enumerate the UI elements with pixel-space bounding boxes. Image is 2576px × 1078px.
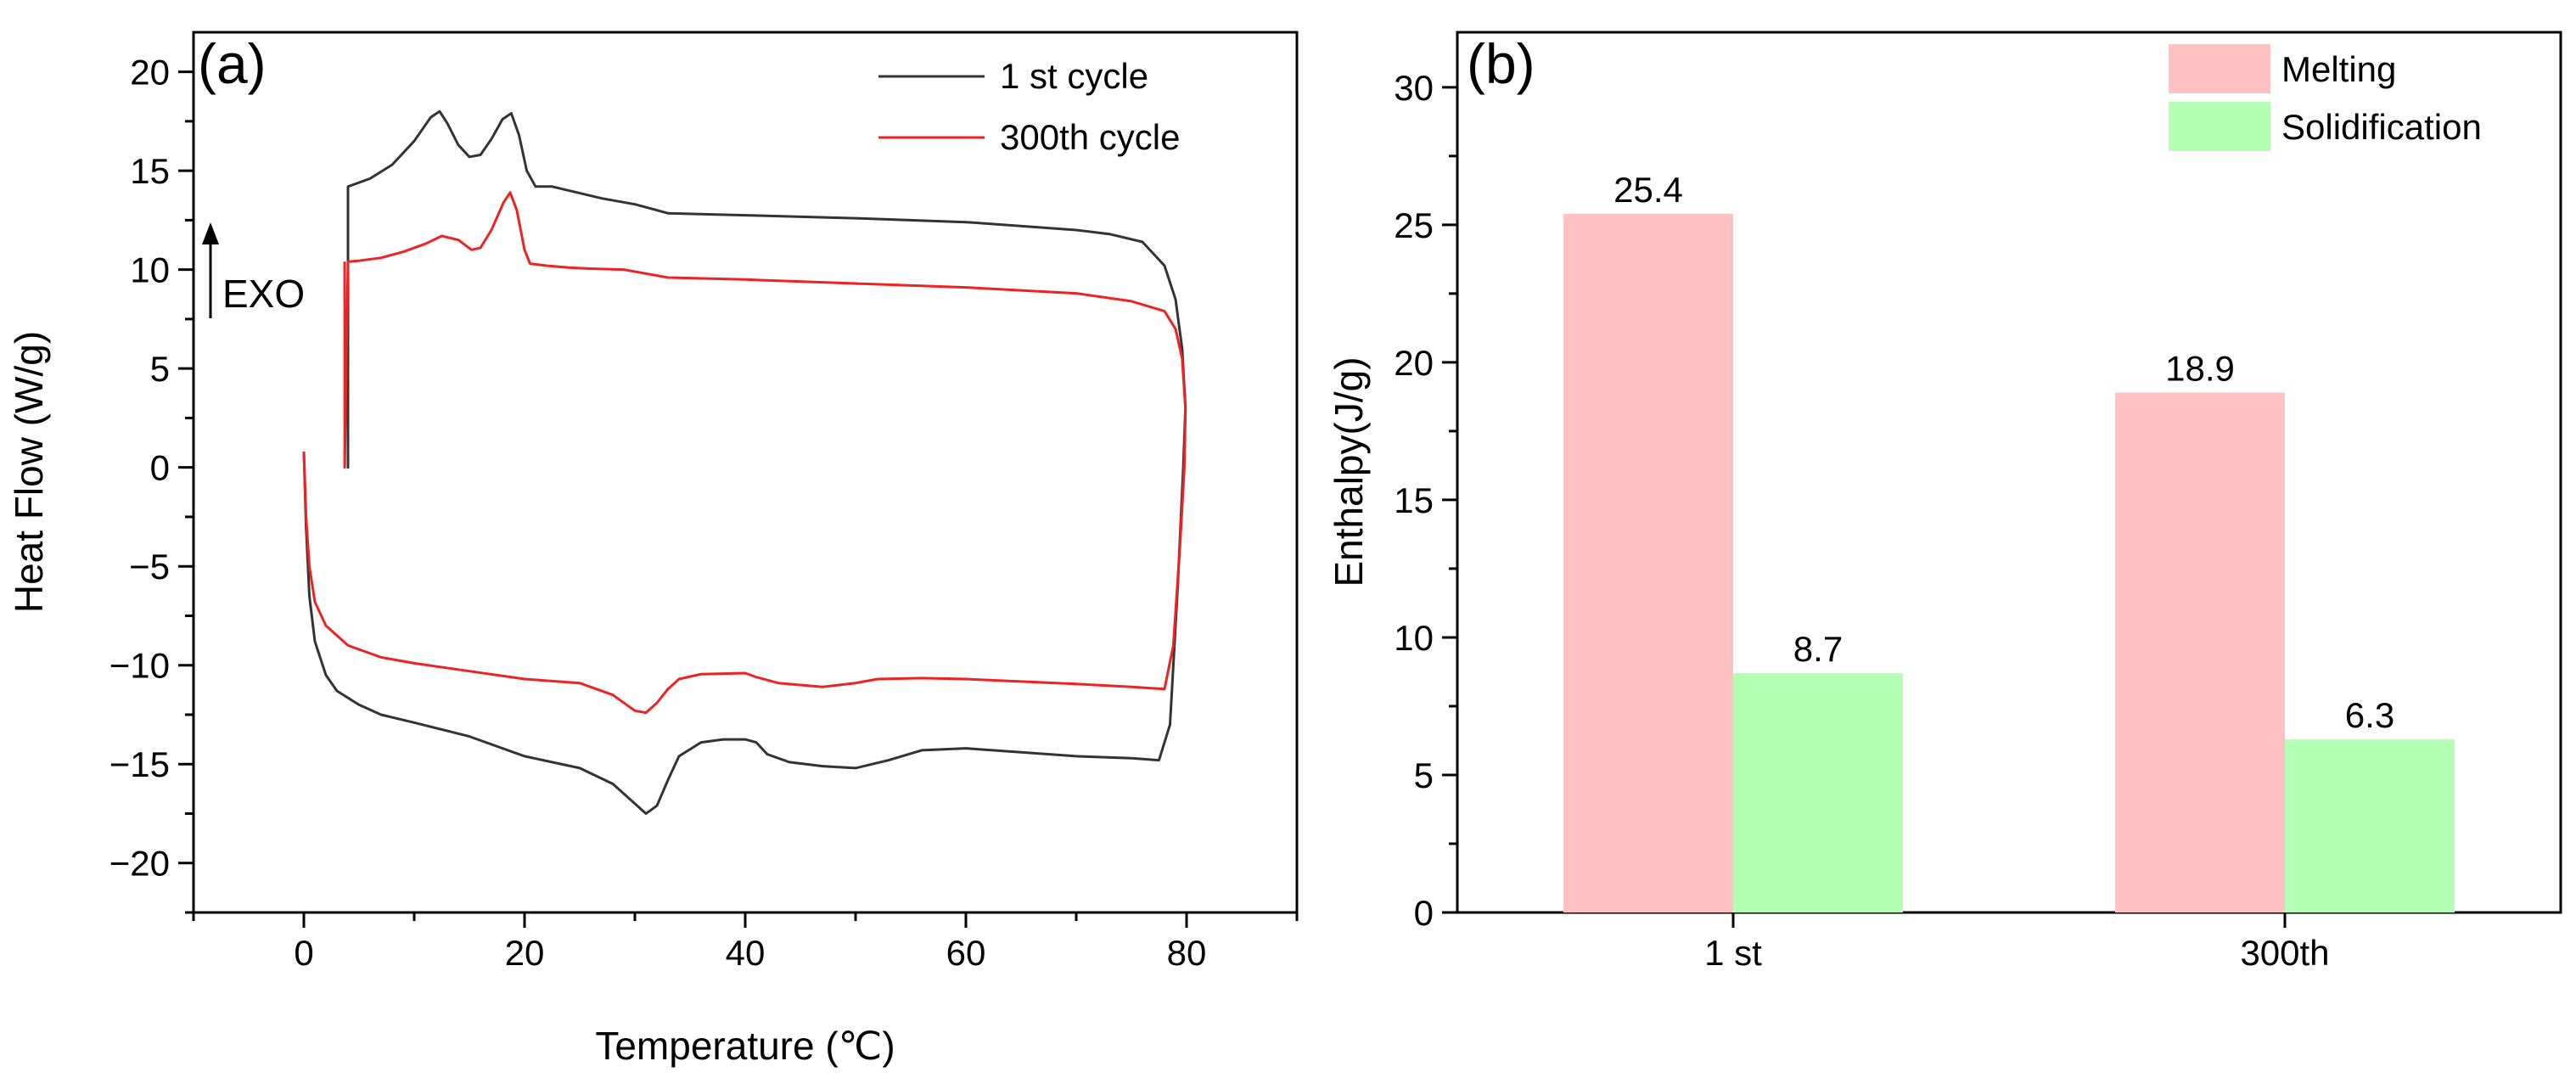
legend-swatch-solidification	[2169, 102, 2270, 151]
y-tick-label-b: 30	[1394, 68, 1434, 108]
x-tick-label-a: 60	[946, 933, 986, 973]
bar-melting-300th	[2115, 392, 2285, 913]
legend-label-solidification: Solidification	[2281, 107, 2482, 147]
y-tick-label-b: 5	[1414, 755, 1434, 795]
legend-b: Melting Solidification	[2169, 44, 2482, 151]
y-axis-title-a: Heat Flow (W/g)	[7, 331, 51, 613]
exo-arrowhead	[202, 222, 219, 244]
plot-frame-b	[1456, 31, 2562, 914]
data-label-solidification: 6.3	[2345, 695, 2394, 735]
y-tick-label-a: −5	[129, 547, 170, 587]
bar-melting-1st	[1563, 213, 1733, 913]
bar-solidification-1st	[1733, 673, 1903, 912]
x-tick-label-b: 300th	[2240, 933, 2329, 973]
y-tick-label-a: −15	[109, 744, 170, 784]
axis-ticks-a: 0 20 40 60 80 20 15 10 5 0 −5 −10 −15 −20	[109, 53, 1299, 973]
y-tick-label-a: 10	[130, 250, 170, 290]
y-tick-label-b: 15	[1394, 480, 1434, 520]
exo-annotation: EXO	[202, 222, 305, 318]
y-tick-label-b: 25	[1394, 205, 1434, 245]
data-label-melting: 18.9	[2165, 349, 2235, 389]
y-tick-label-a: 0	[150, 448, 170, 488]
data-label-melting: 25.4	[1614, 170, 1683, 210]
y-tick-label-a: −10	[109, 646, 170, 686]
legend-label-300th-cycle: 300th cycle	[1000, 117, 1180, 157]
legend-label-1st-cycle: 1 st cycle	[1000, 56, 1148, 96]
plot-frame-a	[192, 31, 1299, 914]
data-label-solidification: 8.7	[1793, 629, 1843, 669]
heat-flow-chart: 0 20 40 60 80 20 15 10 5 0 −5 −10 −15 −20 (a) EXO 1 s…	[7, 31, 1299, 1068]
curves-a	[302, 109, 1187, 815]
y-tick-label-a: 15	[130, 151, 170, 191]
axis-ticks-b: 0 5 10 15 20 25 30 1 st 300th	[1394, 68, 2329, 973]
legend-label-melting: Melting	[2281, 49, 2396, 89]
curve-1st-cycle	[302, 109, 1187, 815]
bars-b: 25.4 8.7 18.9 6.3	[1563, 170, 2455, 913]
exo-label: EXO	[222, 272, 305, 316]
y-axis-title-b: Enthalpy(J/g)	[1327, 357, 1371, 587]
legend-swatch-melting	[2169, 44, 2270, 93]
curve-300th-cycle	[302, 191, 1187, 715]
x-tick-label-a: 0	[294, 933, 313, 973]
y-tick-label-a: 20	[130, 53, 170, 93]
x-tick-label-a: 40	[726, 933, 766, 973]
legend-a: 1 st cycle 300th cycle	[878, 56, 1180, 157]
panel-label-a: (a)	[198, 32, 267, 95]
x-axis-title-a: Temperature (℃)	[595, 1024, 895, 1068]
x-tick-label-b: 1 st	[1704, 933, 1762, 973]
y-tick-label-b: 20	[1394, 343, 1434, 383]
y-tick-label-b: 0	[1414, 893, 1434, 933]
bar-solidification-300th	[2285, 738, 2455, 912]
x-tick-label-a: 80	[1167, 933, 1207, 973]
y-tick-label-a: 5	[150, 349, 170, 389]
enthalpy-chart: 25.4 8.7 18.9 6.3 0 5 10 15 20 25 30 1 st 300th (b)…	[1327, 31, 2562, 973]
y-tick-label-a: −20	[109, 844, 170, 884]
panel-label-b: (b)	[1467, 32, 1535, 95]
x-tick-label-a: 20	[505, 933, 545, 973]
y-tick-label-b: 10	[1394, 618, 1434, 658]
